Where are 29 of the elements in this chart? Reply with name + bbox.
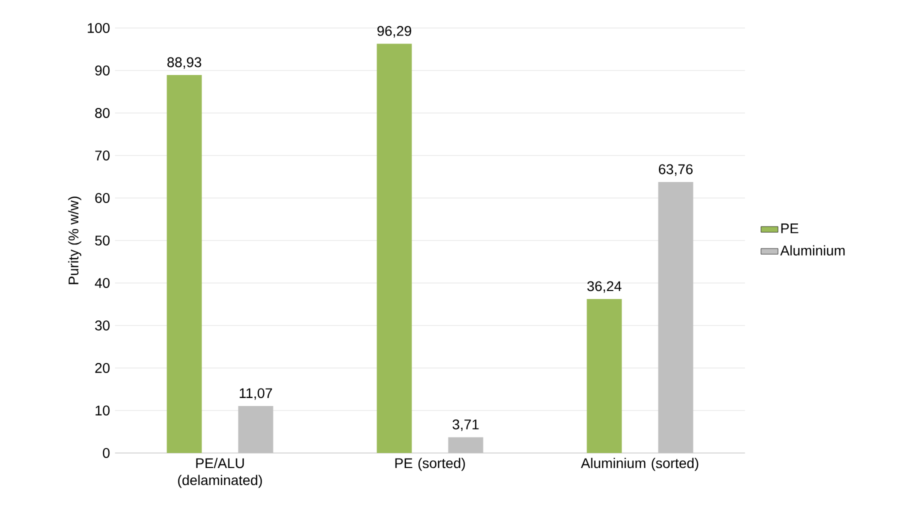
y-tick-label: 20 — [95, 363, 110, 373]
y-axis-title: Purity (% w/w) — [68, 196, 82, 284]
y-tick-label: 30 — [95, 320, 110, 330]
x-tick-label: PE (sorted) — [395, 458, 465, 471]
x-tick-label: PE/ALU (delaminated) — [178, 458, 262, 488]
y-tick-label: 100 — [88, 23, 110, 33]
y-tick-label: 90 — [95, 66, 110, 76]
y-tick-label: 0 — [102, 448, 110, 458]
bar — [376, 44, 412, 453]
y-tick-label: 10 — [96, 406, 110, 416]
y-tick-label: 80 — [95, 108, 110, 118]
bar — [238, 406, 274, 453]
data-label: 11,07 — [240, 388, 272, 400]
data-label: 88,93 — [167, 57, 202, 69]
data-label: 3,71 — [452, 419, 479, 432]
y-tick-label: 70 — [95, 150, 110, 160]
bar — [448, 437, 484, 453]
x-tick-label: Aluminium (sorted) — [580, 458, 698, 471]
y-tick-label: 50 — [95, 236, 110, 246]
data-label: 36,24 — [587, 281, 622, 293]
data-label: 96,29 — [377, 26, 412, 38]
y-tick-label: 40 — [94, 278, 110, 288]
y-tick-label: 60 — [95, 193, 110, 203]
bar — [658, 182, 694, 453]
bar — [586, 298, 622, 453]
legend-label: Aluminium — [780, 245, 845, 256]
data-label: 63,76 — [658, 164, 693, 176]
legend-label: PE — [781, 224, 798, 234]
bar — [166, 75, 202, 453]
